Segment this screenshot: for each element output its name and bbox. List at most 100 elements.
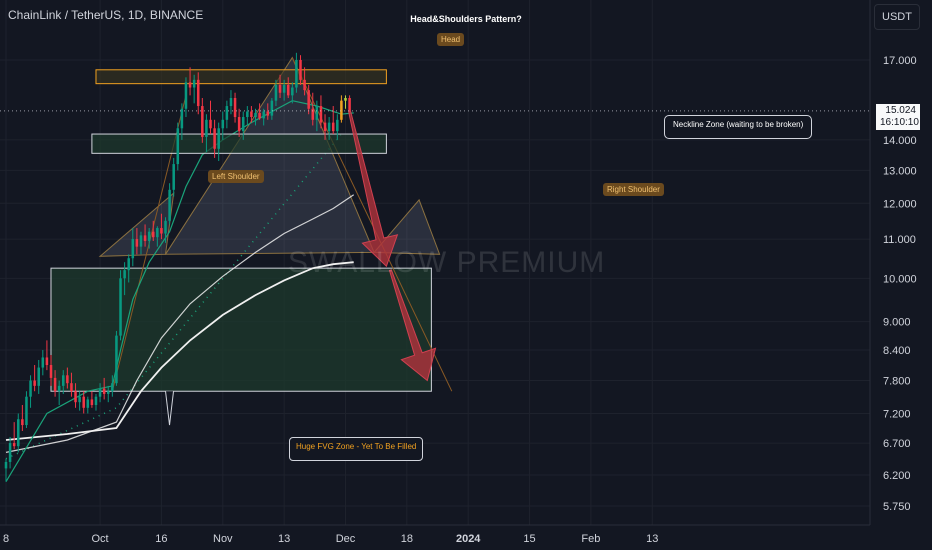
candle-body — [160, 228, 163, 234]
candle-body — [33, 380, 36, 386]
candle-body — [86, 399, 90, 408]
candle-body — [12, 443, 16, 447]
candle-body — [278, 84, 282, 93]
candle-body — [8, 443, 12, 462]
x-tick-label: Nov — [213, 533, 233, 545]
candle-body — [274, 84, 278, 101]
candle-body — [225, 106, 229, 120]
candle-body — [156, 228, 159, 238]
candle-body — [209, 119, 212, 129]
candle-body — [53, 377, 57, 392]
current-price-tag: 15.024 16:10:10 — [876, 104, 920, 130]
x-tick-label: Feb — [581, 533, 600, 545]
candle-body — [57, 385, 61, 392]
candle-body — [340, 100, 343, 120]
candle-body — [213, 128, 216, 149]
candle-body — [119, 278, 122, 336]
head-shape — [164, 56, 375, 255]
candle-body — [315, 106, 319, 120]
neckline-zone-label: Neckline Zone (waiting to be broken) — [664, 115, 813, 139]
candle-body — [41, 357, 45, 368]
candle-body — [221, 119, 225, 129]
candle-body — [295, 60, 298, 88]
y-tick-label: 12.000 — [883, 198, 917, 210]
y-tick-label: 8.400 — [883, 345, 911, 357]
left-shoulder-label: Left Shoulder — [208, 170, 264, 183]
x-tick-label: Dec — [336, 533, 356, 545]
y-tick-label: 13.000 — [883, 165, 917, 177]
x-tick-label: 2024 — [456, 533, 481, 545]
candle-body — [176, 128, 180, 165]
candle-body — [106, 391, 110, 394]
candle-body — [135, 239, 139, 247]
ma-mid-line — [5, 194, 355, 453]
candle-body — [168, 189, 171, 221]
candle-body — [262, 111, 265, 119]
candle-body — [4, 461, 8, 469]
candle-body — [172, 164, 175, 190]
symbol-title: ChainLink / TetherUS, 1D, BINANCE — [8, 8, 204, 22]
projection-line-2 — [291, 57, 453, 392]
candle-body — [123, 270, 126, 279]
candle-body — [78, 396, 81, 403]
candle-body — [94, 396, 98, 405]
x-tick-label: 16 — [155, 533, 167, 545]
y-tick-label: 11.000 — [883, 234, 916, 246]
candle-body — [49, 365, 53, 378]
candle-body — [254, 112, 257, 118]
ma-slow-line — [5, 261, 354, 441]
candle-body — [205, 119, 208, 137]
candle-body — [344, 98, 347, 101]
x-tick-label: Oct — [92, 533, 109, 545]
candle-body — [131, 239, 135, 259]
candle-body — [164, 220, 167, 234]
candle-body — [348, 98, 351, 111]
candle-body — [111, 383, 114, 392]
y-tick-label: 17.000 — [883, 55, 917, 67]
candle-body — [74, 391, 77, 403]
candle-body — [266, 111, 270, 116]
candle-body — [45, 357, 49, 366]
candle-body — [184, 82, 188, 109]
candle-body — [192, 79, 196, 88]
candle-body — [246, 111, 249, 118]
candle-body — [286, 84, 290, 96]
candle-body — [70, 383, 73, 392]
candle-body — [90, 399, 94, 405]
candle-body — [327, 122, 331, 132]
candle-body — [311, 108, 315, 120]
candle-body — [82, 396, 85, 408]
y-tick-label: 6.700 — [883, 438, 911, 450]
candle-body — [37, 367, 40, 386]
resistance-zone-box — [95, 69, 387, 85]
x-tick-label: 15 — [523, 533, 535, 545]
candle-body — [127, 258, 130, 271]
candle-body — [102, 388, 106, 394]
price-axis-bg — [870, 0, 932, 550]
candle-body — [21, 419, 24, 426]
candle-body — [25, 396, 28, 426]
x-tick-label: 8 — [3, 533, 9, 545]
candle-body — [115, 335, 118, 384]
candle-body — [331, 122, 335, 132]
candle-body — [299, 60, 302, 80]
candle-body — [29, 380, 32, 397]
candle-body — [323, 122, 327, 132]
y-tick-label: 10.000 — [883, 273, 917, 285]
candle-body — [98, 388, 102, 397]
currency-button[interactable]: USDT — [874, 4, 920, 30]
candle-body — [196, 79, 200, 107]
candle-body — [180, 108, 184, 129]
candle-body — [66, 375, 69, 384]
time-axis-bg — [0, 525, 932, 550]
candle-body — [307, 90, 310, 109]
candle-body — [147, 231, 151, 241]
head-label: Head — [437, 33, 465, 46]
candle-body — [229, 98, 233, 107]
x-tick-label: 13 — [278, 533, 290, 545]
y-tick-label: 7.800 — [883, 376, 911, 388]
candle-body — [233, 98, 237, 118]
candle-body — [17, 419, 20, 447]
